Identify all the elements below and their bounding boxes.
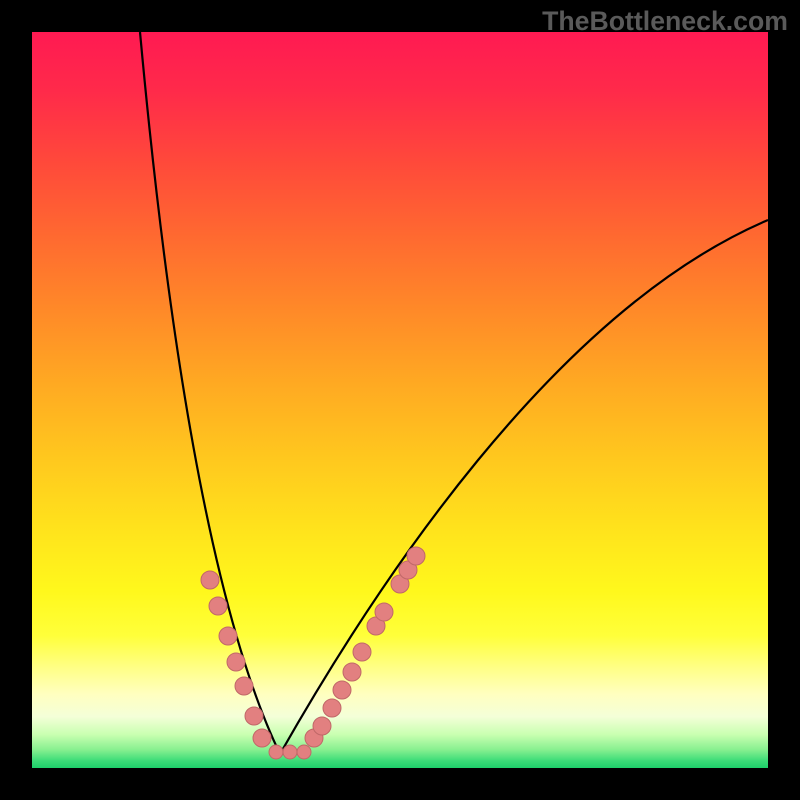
data-marker bbox=[201, 571, 219, 589]
data-marker bbox=[375, 603, 393, 621]
data-marker bbox=[323, 699, 341, 717]
chart-stage: TheBottleneck.com bbox=[0, 0, 800, 800]
data-marker bbox=[253, 729, 271, 747]
data-marker bbox=[209, 597, 227, 615]
plot-svg bbox=[32, 32, 768, 768]
watermark-text: TheBottleneck.com bbox=[542, 6, 788, 37]
data-marker bbox=[269, 745, 283, 759]
data-marker bbox=[353, 643, 371, 661]
data-marker bbox=[219, 627, 237, 645]
data-marker bbox=[297, 745, 311, 759]
data-marker bbox=[333, 681, 351, 699]
gradient-background bbox=[32, 32, 768, 768]
data-marker bbox=[245, 707, 263, 725]
data-marker bbox=[227, 653, 245, 671]
data-marker bbox=[235, 677, 253, 695]
data-marker bbox=[407, 547, 425, 565]
data-marker bbox=[313, 717, 331, 735]
data-marker bbox=[343, 663, 361, 681]
plot-area bbox=[32, 32, 768, 768]
data-marker bbox=[283, 745, 297, 759]
